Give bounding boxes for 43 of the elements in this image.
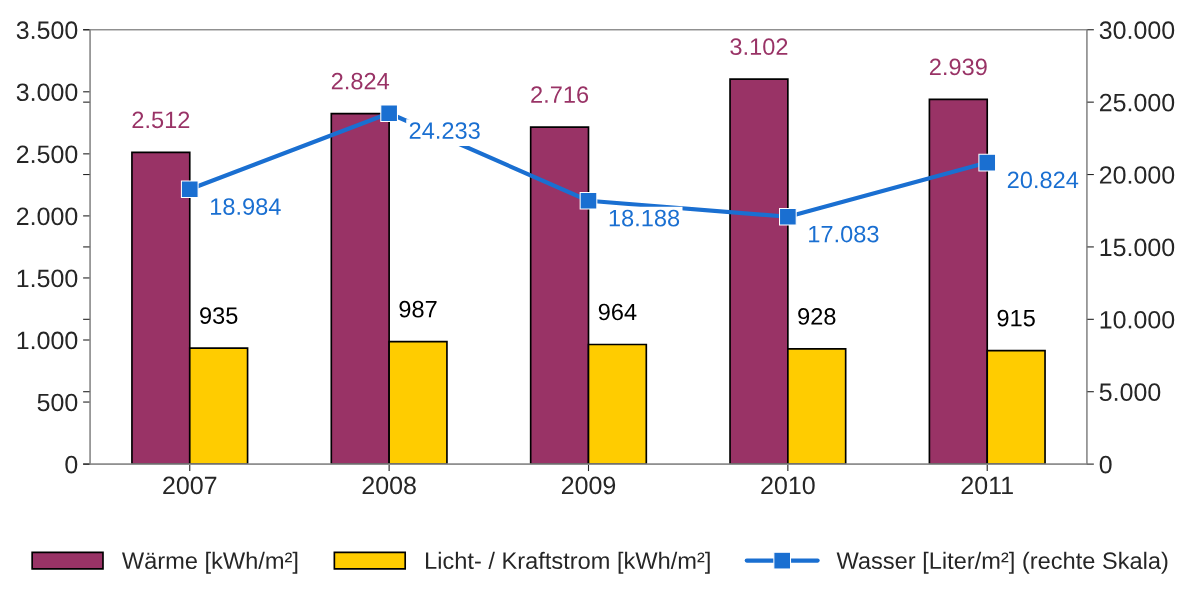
y-tick-label: 1.500 — [17, 269, 78, 288]
data-label: 928 — [798, 308, 836, 325]
data-label: 964 — [598, 303, 637, 321]
y-tick-label: 3.000 — [16, 83, 78, 102]
y-tick-label: 2.000 — [16, 207, 78, 226]
legend-label: Wasser [Liter/m²] (rechte Skala) — [836, 551, 1168, 574]
data-label: 2.824 — [331, 72, 390, 90]
x-tick-label: 2010 — [761, 476, 815, 495]
y2-tick-label: 10.000 — [1100, 310, 1175, 329]
y2-tick-label: 15.000 — [1100, 238, 1175, 257]
data-label: 20.824 — [1007, 171, 1079, 189]
x-tick-label: 2007 — [163, 476, 217, 495]
data-label: 935 — [200, 307, 238, 324]
y2-tick-label: 30.000 — [1099, 21, 1175, 40]
data-label: 2.939 — [929, 58, 987, 76]
data-label: 24.233 — [409, 122, 480, 139]
y2-tick-label: 0 — [1099, 455, 1112, 474]
x-tick-label: 2009 — [561, 476, 616, 495]
legend-label: Licht- / Kraftstrom [kWh/m²] — [426, 551, 710, 574]
point — [579, 191, 598, 210]
y-tick-label: 3.500 — [16, 21, 78, 40]
y2-tick-label: 20.000 — [1099, 166, 1175, 184]
point — [978, 153, 997, 172]
y-tick-label: 500 — [37, 393, 78, 412]
y2-tick-label: 25.000 — [1099, 93, 1175, 112]
y-tick-label: 0 — [65, 455, 78, 474]
y-tick-label: 1.000 — [17, 331, 78, 350]
data-label: 2.512 — [132, 111, 190, 129]
point — [380, 104, 398, 123]
data-label: 915 — [997, 309, 1035, 327]
y2-tick-label: 5.000 — [1099, 383, 1161, 402]
data-label: 18.984 — [211, 198, 281, 215]
data-label: 2.716 — [531, 86, 589, 103]
data-label: 18.188 — [609, 209, 680, 227]
y-tick-label: 2.500 — [16, 145, 78, 164]
point — [180, 180, 199, 199]
data-label: 3.102 — [730, 38, 788, 56]
x-tick-label: 2008 — [362, 476, 416, 495]
x-tick-label: 2011 — [961, 476, 1013, 495]
legend-label: Wärme [kWh/m²] — [121, 551, 298, 574]
data-label: 987 — [399, 300, 437, 318]
point — [779, 207, 797, 226]
data-label: 17.083 — [809, 225, 879, 243]
